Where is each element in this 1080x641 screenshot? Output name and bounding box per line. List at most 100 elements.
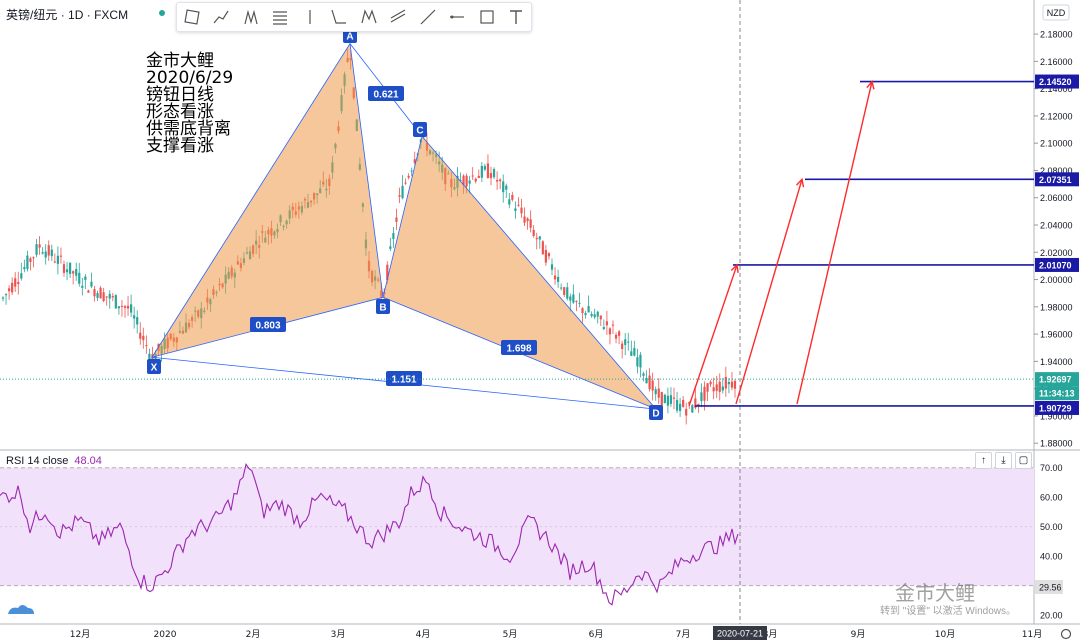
candle-body — [407, 175, 410, 178]
candle-body — [532, 229, 535, 236]
candle-body — [142, 335, 145, 341]
candle-body — [87, 290, 90, 293]
candle-body — [703, 386, 706, 401]
candle-body — [718, 381, 721, 392]
price-tag-target-1: 2.01070 — [1039, 260, 1072, 270]
candle-body — [682, 399, 685, 407]
chart-annotation: 金市大鲤 2020/6/29 镑钮日线 形态看涨 供需底背离 支撑看涨 — [146, 53, 233, 155]
target-arrow-1-head — [730, 263, 739, 273]
pattern-point-label: C — [416, 126, 423, 137]
candle-body — [575, 300, 578, 302]
rsi-tick-label: 70.00 — [1040, 463, 1063, 473]
trend-line-icon[interactable] — [177, 3, 207, 31]
exchange: FXCM — [94, 8, 129, 22]
rsi-title: RSI 14 close — [6, 455, 69, 467]
candle-body — [529, 219, 532, 228]
candle-body — [553, 275, 557, 280]
candle-body — [111, 296, 114, 298]
price-tag-countdown-bg — [1035, 386, 1079, 401]
maximize-icon[interactable]: ▢ — [1015, 452, 1032, 469]
candle-body — [35, 244, 38, 255]
target-arrow-2 — [735, 179, 803, 405]
candle-body — [108, 293, 111, 299]
candle-body — [694, 398, 697, 408]
date-badge-bg — [713, 626, 767, 640]
candle-body — [11, 282, 14, 293]
candle-body — [29, 258, 32, 262]
rsi-line — [0, 463, 739, 606]
candle-body — [471, 175, 474, 177]
price-tick-label: 2.16000 — [1040, 57, 1073, 67]
annotation-line: 供需底背离 — [146, 119, 231, 139]
pitchfork-icon[interactable] — [236, 3, 266, 31]
candle-body — [679, 403, 682, 411]
channel-icon[interactable] — [384, 3, 414, 31]
candle-body — [465, 175, 468, 187]
ray-icon[interactable] — [413, 3, 443, 31]
move-up-icon[interactable]: ↑ — [975, 452, 992, 469]
pattern-point-label-bg — [376, 299, 390, 314]
candle-body — [44, 251, 47, 258]
price-tick-label: 2.02000 — [1040, 248, 1073, 258]
candle-body — [47, 245, 50, 256]
target-arrow-3-head — [866, 80, 875, 90]
candle-body — [642, 373, 645, 376]
annotation-line: 形态看涨 — [146, 102, 214, 122]
watermark: 金市大鲤 — [895, 581, 975, 605]
candle-body — [401, 185, 404, 199]
candle-body — [593, 314, 596, 318]
collapse-icon[interactable]: ⤓ — [995, 452, 1012, 469]
xabcd-icon[interactable] — [325, 3, 355, 31]
vertical-line-icon[interactable] — [295, 3, 325, 31]
candle-body — [105, 296, 108, 298]
pattern-point-label: B — [379, 303, 386, 314]
candle-body — [550, 264, 554, 270]
candle-body — [486, 163, 490, 178]
candle-body — [660, 392, 663, 406]
candle-body — [459, 179, 462, 181]
candle-body — [587, 306, 590, 313]
horizontal-line-icon[interactable] — [443, 3, 473, 31]
time-tick-label: 9月 — [851, 629, 866, 640]
pattern-icon[interactable] — [354, 3, 384, 31]
candle-body — [1, 297, 5, 299]
candle-body — [654, 389, 657, 395]
pattern-point-label: A — [346, 32, 353, 43]
rectangle-icon[interactable] — [472, 3, 502, 31]
candle-body — [584, 313, 587, 316]
candle-body — [474, 178, 477, 182]
price-tick-label: 1.94000 — [1040, 357, 1073, 367]
target-arrow-1 — [688, 264, 738, 407]
pattern-point-label: X — [151, 363, 158, 374]
price-tick-label: 1.88000 — [1040, 439, 1073, 449]
candle-body — [69, 262, 72, 274]
rsi-legend[interactable]: RSI 14 close 48.04 — [6, 455, 102, 467]
candle-body — [93, 289, 96, 297]
candle-body — [50, 249, 53, 257]
candle-body — [608, 328, 612, 335]
fib-icon[interactable] — [266, 3, 296, 31]
text-icon[interactable] — [502, 3, 532, 31]
candle-body — [621, 343, 624, 349]
time-tick-label: 10月 — [935, 629, 955, 640]
pattern-ratio-label: 0.803 — [255, 321, 280, 332]
price-tick-label: 2.10000 — [1040, 139, 1073, 149]
price-tag-countdown: 11:34:13 — [1039, 389, 1075, 399]
time-tick-label: 6月 — [589, 629, 604, 640]
candle-body — [480, 165, 483, 178]
pattern-ratio-label: 0.621 — [373, 90, 398, 101]
path-icon[interactable] — [207, 3, 237, 31]
time-tick-label: 5月 — [503, 629, 518, 640]
candle-body — [712, 387, 715, 392]
symbol-header[interactable]: 英镑/纽元 · 1D · FXCM — [6, 6, 128, 23]
price-tick-label: 2.04000 — [1040, 221, 1073, 231]
candle-body — [663, 394, 666, 404]
candle-body — [398, 195, 401, 197]
price-tick-label: 2.08000 — [1040, 166, 1073, 176]
price-tick-label: 1.98000 — [1040, 302, 1073, 312]
candle-body — [502, 181, 505, 193]
price-tick-label: 2.06000 — [1040, 193, 1073, 203]
candle-body — [56, 255, 59, 264]
pattern-ratio-label-bg — [250, 317, 286, 332]
